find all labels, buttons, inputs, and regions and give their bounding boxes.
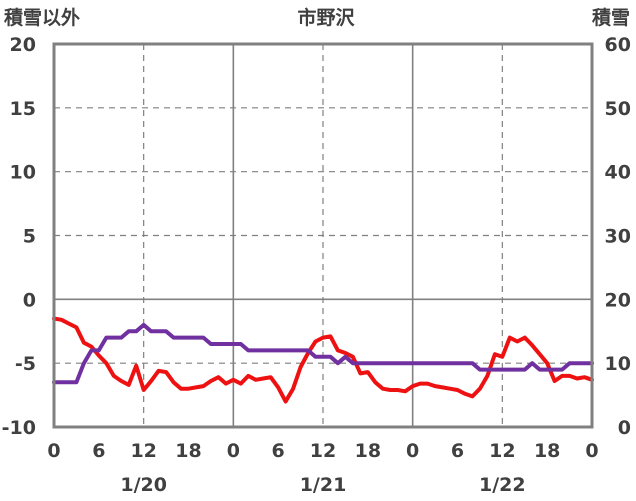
left-tick-label: -5 xyxy=(15,353,36,375)
x-tick-label: 12 xyxy=(489,440,515,462)
plot-frame xyxy=(52,42,594,429)
x-tick-label: 18 xyxy=(534,440,560,462)
left-axis-label: 積雪以外 xyxy=(4,6,80,29)
x-tick-label: 6 xyxy=(92,440,105,462)
right-tick-label: 40 xyxy=(605,162,631,184)
right-tick-label: 0 xyxy=(618,417,631,439)
series-lines xyxy=(52,316,594,404)
date-label: 1/20 xyxy=(120,474,167,496)
x-tick-label: 0 xyxy=(406,440,419,462)
date-label: 1/21 xyxy=(300,474,347,496)
left-tick-label: -10 xyxy=(2,417,36,439)
x-tick-label: 0 xyxy=(585,440,598,462)
left-tick-label: 0 xyxy=(23,289,36,311)
temperature-line xyxy=(52,316,594,404)
date-label: 1/22 xyxy=(479,474,526,496)
right-tick-label: 50 xyxy=(605,98,631,120)
left-tick-label: 10 xyxy=(10,162,36,184)
chart-title: 市野沢 xyxy=(297,6,355,29)
snow-depth-line xyxy=(52,322,594,385)
left-tick-label: 5 xyxy=(23,226,36,248)
x-tick-label: 0 xyxy=(47,440,60,462)
right-tick-label: 10 xyxy=(605,353,631,375)
right-tick-label: 60 xyxy=(605,34,631,56)
x-tick-label: 6 xyxy=(451,440,464,462)
x-tick-label: 12 xyxy=(310,440,336,462)
left-tick-label: 15 xyxy=(10,98,36,120)
x-tick-label: 12 xyxy=(130,440,156,462)
left-tick-label: 20 xyxy=(10,34,36,56)
right-axis-label: 積雪 xyxy=(592,6,630,29)
x-tick-label: 18 xyxy=(355,440,381,462)
x-tick-label: 18 xyxy=(175,440,201,462)
right-tick-label: 20 xyxy=(605,289,631,311)
right-tick-label: 30 xyxy=(605,226,631,248)
x-tick-label: 6 xyxy=(272,440,285,462)
x-tick-label: 0 xyxy=(227,440,240,462)
